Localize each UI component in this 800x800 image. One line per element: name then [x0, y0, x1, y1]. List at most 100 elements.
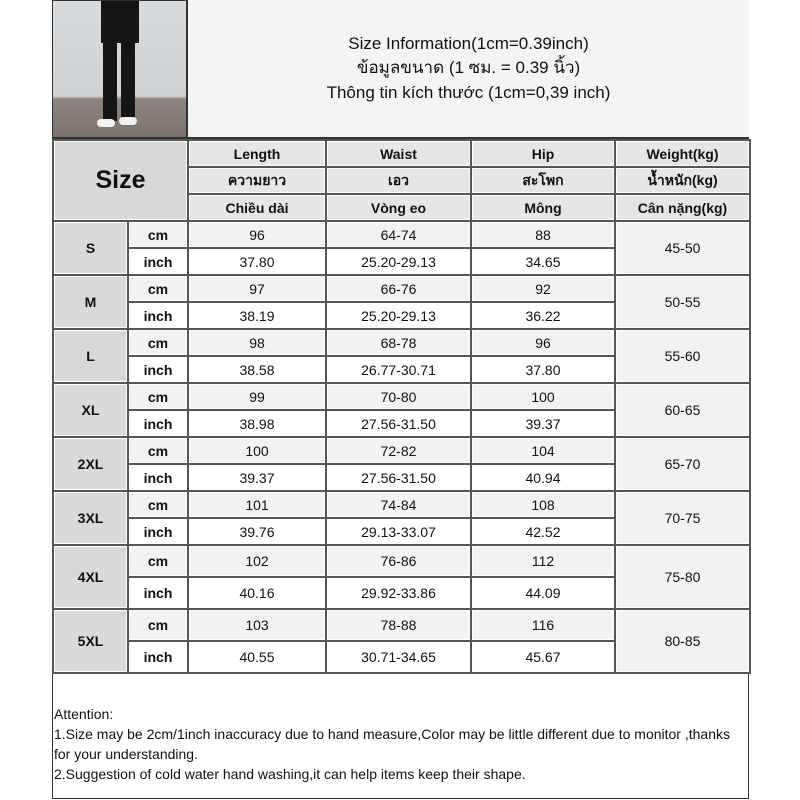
hip-cm-cell: 112: [470, 544, 616, 578]
unit-label: cm: [127, 608, 189, 642]
title-thai: ข้อมูลขนาด (1 ซม. = 0.39 นิ้ว): [356, 58, 581, 78]
hip-cm-cell: 92: [470, 274, 616, 303]
unit-label: cm: [127, 382, 189, 411]
weight-cell: 75-80: [614, 544, 751, 610]
unit-label: inch: [127, 409, 189, 438]
size-header: Size: [52, 139, 189, 222]
col-length-en: Length: [187, 139, 327, 168]
hip-inch-cell: 34.65: [470, 247, 616, 276]
waist-inch-cell: 27.56-31.50: [325, 409, 472, 438]
length-cm-cell: 103: [187, 608, 327, 642]
unit-label: inch: [127, 576, 189, 610]
unit-label: cm: [127, 328, 189, 357]
size-label: 4XL: [52, 544, 129, 610]
hip-cm-cell: 108: [470, 490, 616, 519]
col-hip-th: สะโพก: [470, 166, 616, 195]
unit-label: inch: [127, 301, 189, 330]
unit-label: inch: [127, 247, 189, 276]
table-row: 5XL cm 103 78-88 116 80-85: [52, 608, 751, 674]
unit-label: cm: [127, 220, 189, 249]
table-row: inch 38.19 25.20-29.13 36.22: [53, 301, 750, 330]
attention-heading: Attention:: [54, 706, 114, 722]
waist-cm-cell: 72-82: [325, 436, 472, 465]
table-row: inch 39.37 27.56-31.50 40.94: [53, 463, 750, 492]
waist-inch-cell: 30.71-34.65: [325, 640, 472, 674]
weight-cell: 45-50: [614, 220, 751, 276]
table-row: inch 39.76 29.13-33.07 42.52: [53, 517, 750, 546]
attention-notes: Attention: 1.Size may be 2cm/1inch inacc…: [54, 704, 744, 784]
col-waist-th: เอว: [325, 166, 472, 195]
unit-label: inch: [127, 355, 189, 384]
length-inch-cell: 40.16: [187, 576, 327, 610]
waist-cm-cell: 64-74: [325, 220, 472, 249]
length-cm-cell: 98: [187, 328, 327, 357]
product-photo: [53, 1, 188, 139]
size-label: 5XL: [52, 608, 129, 674]
length-inch-cell: 38.98: [187, 409, 327, 438]
table-row: XL cm 99 70-80 100 60-65: [52, 382, 751, 438]
col-hip-vi: Mông: [470, 193, 616, 222]
table-row: 2XL cm 100 72-82 104 65-70: [52, 436, 751, 492]
table-row: inch 37.80 25.20-29.13 34.65: [53, 247, 750, 276]
waist-cm-cell: 66-76: [325, 274, 472, 303]
title-vietnamese: Thông tin kích thước (1cm=0,39 inch): [326, 82, 611, 102]
weight-cell: 80-85: [614, 608, 751, 674]
weight-cell: 65-70: [614, 436, 751, 492]
length-inch-cell: 38.19: [187, 301, 327, 330]
col-length-th: ความยาว: [187, 166, 327, 195]
size-label: S: [52, 220, 129, 276]
unit-label: inch: [127, 463, 189, 492]
unit-label: cm: [127, 544, 189, 578]
weight-cell: 55-60: [614, 328, 751, 384]
hip-cm-cell: 116: [470, 608, 616, 642]
hip-inch-cell: 37.80: [470, 355, 616, 384]
length-cm-cell: 97: [187, 274, 327, 303]
attention-note-1: 1.Size may be 2cm/1inch inaccuracy due t…: [54, 726, 730, 762]
hip-cm-cell: 88: [470, 220, 616, 249]
col-weight-vi: Cân nặng(kg): [614, 193, 751, 222]
table-row: inch 40.55 30.71-34.65 45.67: [53, 640, 750, 674]
waist-inch-cell: 25.20-29.13: [325, 301, 472, 330]
table-row: inch 38.58 26.77-30.71 37.80: [53, 355, 750, 384]
unit-label: cm: [127, 274, 189, 303]
length-cm-cell: 102: [187, 544, 327, 578]
waist-inch-cell: 27.56-31.50: [325, 463, 472, 492]
waist-cm-cell: 78-88: [325, 608, 472, 642]
waist-inch-cell: 29.13-33.07: [325, 517, 472, 546]
waist-cm-cell: 70-80: [325, 382, 472, 411]
title-english: Size Information(1cm=0.39inch): [348, 33, 589, 53]
waist-cm-cell: 74-84: [325, 490, 472, 519]
pant-leg-left: [103, 41, 117, 121]
waist-inch-cell: 29.92-33.86: [325, 576, 472, 610]
col-waist-en: Waist: [325, 139, 472, 168]
unit-label: cm: [127, 436, 189, 465]
size-table: Size Length Waist Hip Weight(kg) ความยาว…: [52, 139, 751, 674]
size-label: 2XL: [52, 436, 129, 492]
table-row: 4XL cm 102 76-86 112 75-80: [52, 544, 751, 610]
length-cm-cell: 96: [187, 220, 327, 249]
weight-cell: 60-65: [614, 382, 751, 438]
table-row: 3XL cm 101 74-84 108 70-75: [52, 490, 751, 546]
waist-cm-cell: 76-86: [325, 544, 472, 578]
hip-cm-cell: 100: [470, 382, 616, 411]
length-inch-cell: 40.55: [187, 640, 327, 674]
size-label: L: [52, 328, 129, 384]
waist-cm-cell: 68-78: [325, 328, 472, 357]
col-weight-en: Weight(kg): [614, 139, 751, 168]
pant-leg-right: [121, 41, 135, 121]
weight-cell: 70-75: [614, 490, 751, 546]
length-cm-cell: 99: [187, 382, 327, 411]
hip-inch-cell: 44.09: [470, 576, 616, 610]
weight-cell: 50-55: [614, 274, 751, 330]
size-label: 3XL: [52, 490, 129, 546]
hip-inch-cell: 42.52: [470, 517, 616, 546]
table-row: inch 38.98 27.56-31.50 39.37: [53, 409, 750, 438]
length-cm-cell: 100: [187, 436, 327, 465]
top-garment: [101, 1, 139, 43]
col-hip-en: Hip: [470, 139, 616, 168]
size-label: M: [52, 274, 129, 330]
shoe-right: [119, 117, 137, 125]
size-info-title: Size Information(1cm=0.39inch) ข้อมูลขนา…: [188, 0, 749, 139]
